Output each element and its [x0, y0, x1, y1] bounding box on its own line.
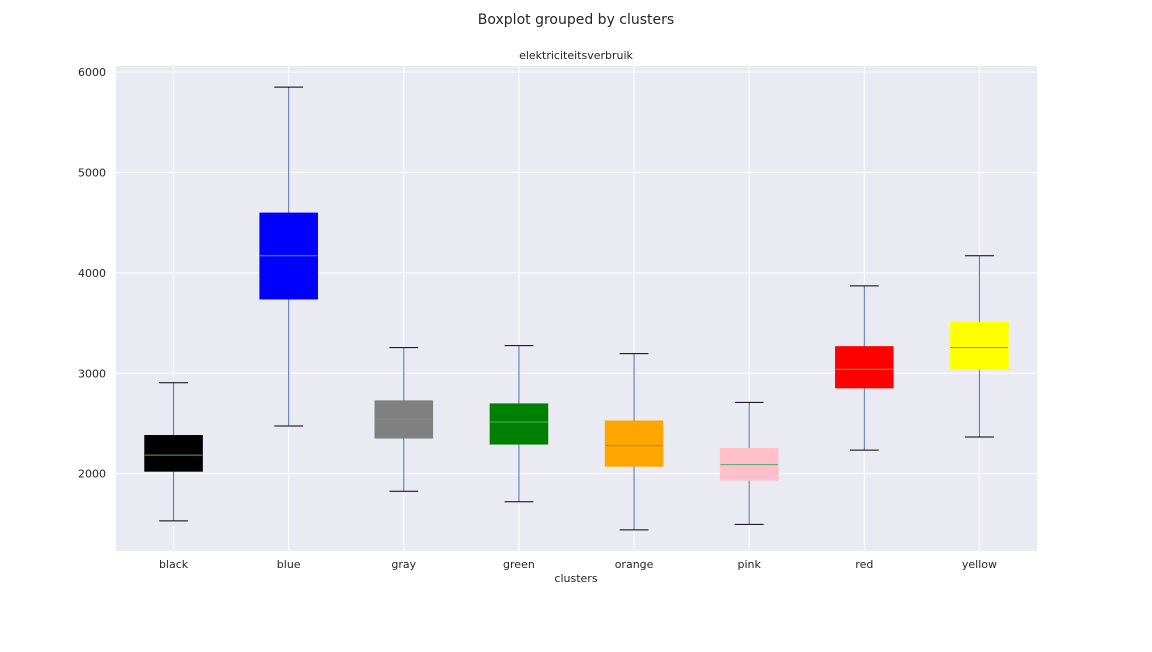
box-group-pink — [719, 401, 779, 525]
x-tick-label: orange — [615, 558, 654, 571]
box-orange — [604, 420, 664, 467]
y-tick-label: 6000 — [78, 66, 106, 79]
x-tick-labels: black blue gray green orange pink red yellow — [159, 558, 997, 571]
box-group-green — [489, 345, 549, 503]
box-group-blue — [259, 86, 318, 427]
y-tick-label: 4000 — [78, 267, 106, 280]
box-green — [489, 403, 549, 445]
box-red — [835, 346, 894, 389]
y-tick-labels: 2000 3000 4000 5000 6000 — [78, 66, 106, 481]
box-group-yellow — [950, 255, 1009, 438]
chart-title: elektriciteitsverbruik — [519, 49, 633, 62]
box-group-orange — [604, 353, 664, 531]
x-tick-label: pink — [737, 558, 761, 571]
box-black — [144, 435, 203, 472]
chart-suptitle: Boxplot grouped by clusters — [478, 12, 674, 28]
x-axis-label: clusters — [554, 572, 597, 585]
plot-area — [116, 66, 1037, 551]
box-group-black — [144, 382, 203, 522]
y-tick-label: 5000 — [78, 166, 106, 179]
box-group-red — [835, 285, 894, 451]
x-tick-label: red — [855, 558, 873, 571]
y-tick-label: 2000 — [78, 468, 106, 481]
boxes-layer — [144, 86, 1009, 531]
y-tick-label: 3000 — [78, 367, 106, 380]
x-tick-label: gray — [391, 558, 416, 571]
x-tick-label: blue — [277, 558, 301, 571]
x-tick-label: black — [159, 558, 189, 571]
box-group-gray — [374, 347, 434, 492]
box-yellow — [950, 322, 1009, 370]
x-tick-label: yellow — [962, 558, 997, 571]
x-tick-label: green — [503, 558, 535, 571]
